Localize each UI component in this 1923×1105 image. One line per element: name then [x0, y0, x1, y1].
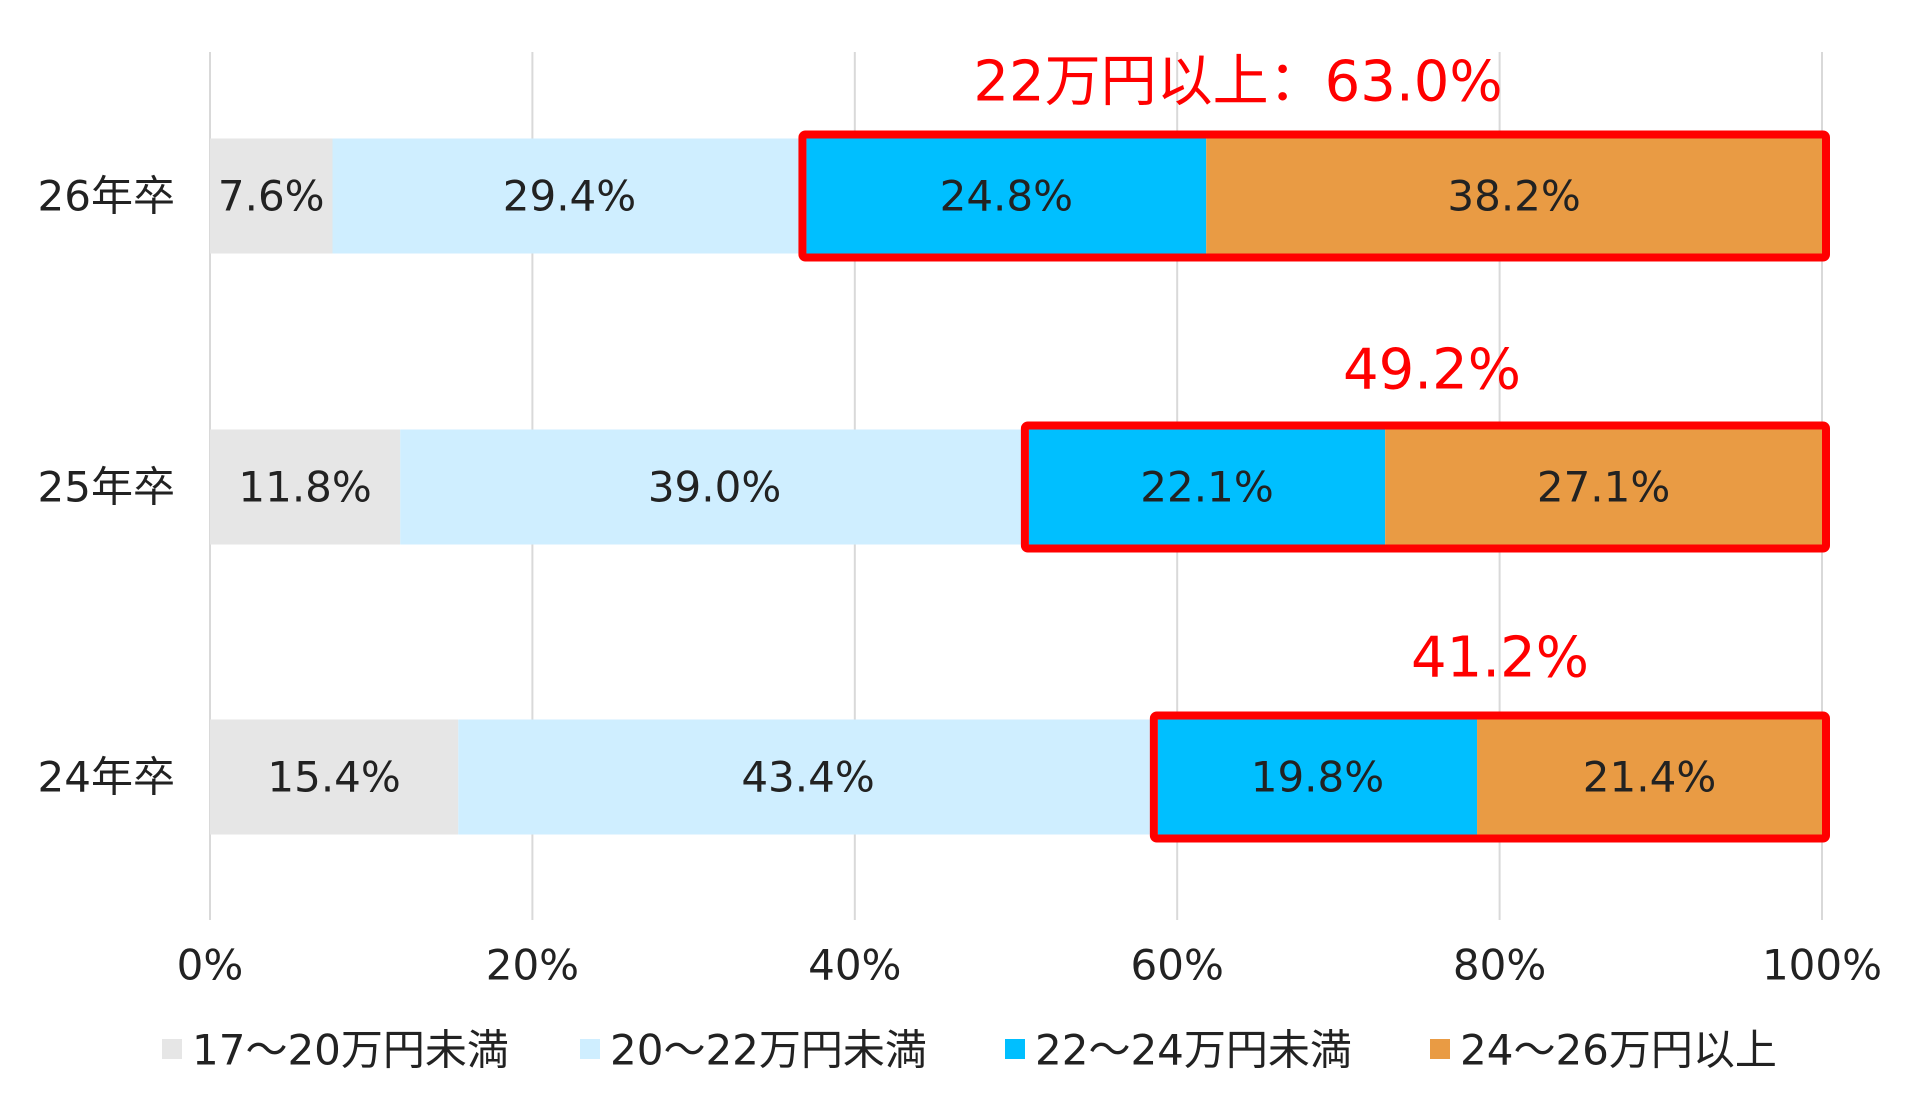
bar-segment [806, 138, 1207, 254]
bar-segment [400, 429, 1029, 545]
category-label: 24年卒 [38, 753, 175, 802]
x-tick-label: 100% [1762, 941, 1882, 990]
data-label: 43.4% [741, 753, 874, 802]
highlight-boxes [798, 130, 1830, 843]
legend-swatch [1005, 1039, 1025, 1059]
x-axis-tick-labels: 0% 20% 40% 60% 80% 100% [177, 941, 1882, 990]
bar-segment [1385, 429, 1822, 545]
data-label: 22.1% [1140, 463, 1273, 512]
legend-label: 24～26万円以上 [1460, 1026, 1777, 1075]
highlight-box [1020, 421, 1830, 553]
category-label: 26年卒 [38, 172, 175, 221]
x-tick-label: 60% [1131, 941, 1224, 990]
data-label: 39.0% [648, 463, 781, 512]
bar-segment [210, 719, 459, 835]
bar-segment [210, 429, 401, 545]
x-tick-label: 0% [177, 941, 244, 990]
legend-swatch [580, 1039, 600, 1059]
data-label: 19.8% [1251, 753, 1384, 802]
x-tick-label: 20% [486, 941, 579, 990]
data-label: 15.4% [267, 753, 400, 802]
highlight-annotations: 22万円以上：63.0% 49.2% 41.2% [973, 50, 1589, 691]
highlight-box [798, 130, 1830, 262]
data-label: 27.1% [1537, 463, 1670, 512]
legend-label: 22～24万円未満 [1035, 1026, 1352, 1075]
data-label: 24.8% [940, 172, 1073, 221]
bar-segment [1157, 719, 1478, 835]
category-labels: 26年卒 25年卒 24年卒 [38, 172, 175, 802]
data-label: 38.2% [1447, 172, 1580, 221]
legend: 17～20万円未満 20～22万円未満 22～24万円未満 24～26万円以上 [162, 1026, 1777, 1075]
highlight-annotation: 49.2% [1343, 338, 1521, 403]
bar-segment [1477, 719, 1822, 835]
bar-segments [210, 138, 1822, 835]
highlight-annotation: 41.2% [1411, 626, 1589, 691]
data-label: 29.4% [503, 172, 636, 221]
data-label: 11.8% [238, 463, 371, 512]
bar-segment [1028, 429, 1386, 545]
x-tick-label: 80% [1453, 941, 1546, 990]
legend-label: 17～20万円未満 [192, 1026, 509, 1075]
legend-swatch [162, 1039, 182, 1059]
data-label: 7.6% [218, 172, 325, 221]
bar-segment [332, 138, 807, 254]
bar-segment [458, 719, 1158, 835]
data-label: 21.4% [1583, 753, 1716, 802]
category-label: 25年卒 [38, 463, 175, 512]
bar-segment [1206, 138, 1822, 254]
bar-segment [210, 138, 333, 254]
x-tick-label: 40% [808, 941, 901, 990]
legend-swatch [1430, 1039, 1450, 1059]
highlight-annotation: 22万円以上：63.0% [973, 50, 1502, 115]
highlight-box [1149, 711, 1830, 843]
legend-label: 20～22万円未満 [610, 1026, 927, 1075]
segment-labels: 7.6% 29.4% 24.8% 38.2% 11.8% 39.0% 22.1% 27.1% 1… [218, 172, 1716, 802]
